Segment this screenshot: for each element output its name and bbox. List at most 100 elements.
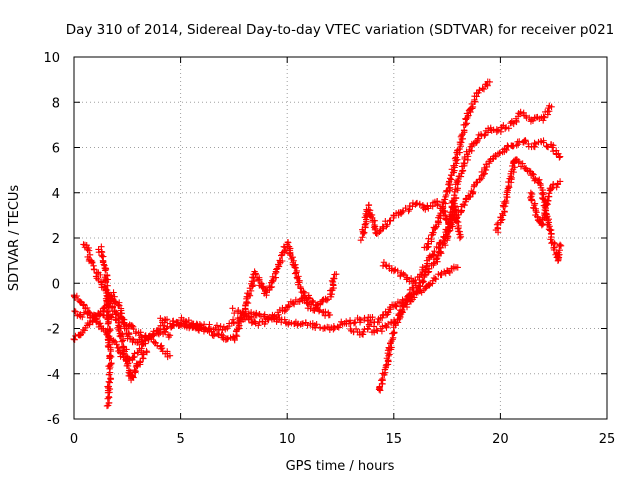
data-marker bbox=[429, 229, 436, 236]
data-marker bbox=[361, 221, 369, 228]
data-marker bbox=[254, 276, 262, 284]
data-marker bbox=[106, 353, 114, 361]
data-marker bbox=[85, 247, 93, 254]
data-marker bbox=[461, 201, 468, 209]
data-marker bbox=[107, 375, 114, 382]
x-tick-label: 25 bbox=[599, 432, 616, 447]
data-marker bbox=[430, 260, 437, 267]
data-marker bbox=[424, 260, 431, 267]
data-marker bbox=[129, 373, 137, 380]
data-marker bbox=[385, 358, 392, 365]
data-marker bbox=[367, 319, 375, 327]
data-marker bbox=[432, 275, 439, 283]
data-marker bbox=[481, 132, 488, 139]
y-tick-label: 4 bbox=[52, 187, 60, 202]
data-marker bbox=[505, 125, 513, 132]
data-marker bbox=[84, 310, 91, 318]
data-marker bbox=[379, 262, 387, 269]
x-tick-label: 0 bbox=[70, 432, 78, 447]
data-marker bbox=[285, 301, 292, 309]
data-marker bbox=[278, 252, 285, 259]
data-marker bbox=[72, 332, 79, 340]
y-tick-label: 8 bbox=[52, 96, 60, 111]
data-marker bbox=[547, 186, 555, 193]
data-marker bbox=[249, 281, 257, 289]
data-marker bbox=[440, 240, 448, 247]
data-marker bbox=[346, 317, 354, 324]
data-marker bbox=[522, 137, 529, 145]
data-marker bbox=[288, 319, 295, 327]
data-marker bbox=[272, 274, 280, 281]
chart-title: Day 310 of 2014, Sidereal Day-to-day VTE… bbox=[66, 22, 615, 38]
data-marker bbox=[556, 241, 564, 248]
data-marker bbox=[197, 323, 205, 331]
data-marker bbox=[459, 167, 467, 174]
data-marker bbox=[398, 307, 406, 315]
data-marker bbox=[80, 302, 88, 309]
data-marker bbox=[275, 311, 282, 319]
data-marker bbox=[71, 336, 78, 343]
data-marker bbox=[93, 315, 101, 323]
data-marker bbox=[105, 319, 112, 327]
data-marker bbox=[405, 207, 412, 215]
data-marker bbox=[99, 305, 107, 312]
data-marker bbox=[255, 322, 262, 329]
data-marker bbox=[330, 326, 337, 333]
data-marker bbox=[393, 303, 400, 310]
data-marker bbox=[361, 314, 368, 322]
data-marker bbox=[229, 316, 237, 323]
data-marker bbox=[444, 232, 451, 240]
data-marker bbox=[540, 139, 547, 146]
data-marker bbox=[451, 155, 459, 162]
data-marker bbox=[455, 228, 462, 235]
data-marker bbox=[97, 320, 104, 327]
data-marker bbox=[159, 322, 167, 329]
data-marker bbox=[310, 298, 317, 306]
data-marker bbox=[272, 268, 280, 275]
data-marker bbox=[441, 196, 448, 203]
data-marker bbox=[460, 159, 467, 167]
data-marker bbox=[275, 261, 282, 268]
data-marker bbox=[124, 362, 132, 370]
data-marker bbox=[530, 171, 537, 178]
y-tick-labels: -6 -4 -2 0 2 4 6 8 10 bbox=[43, 51, 60, 428]
data-marker bbox=[480, 85, 488, 93]
data-marker bbox=[504, 187, 511, 194]
data-marker bbox=[473, 139, 480, 146]
series-track-n bbox=[379, 259, 419, 287]
data-marker bbox=[131, 350, 138, 357]
data-marker bbox=[104, 402, 112, 409]
data-marker bbox=[364, 317, 371, 325]
data-marker bbox=[406, 206, 413, 213]
data-marker bbox=[102, 267, 109, 274]
data-marker bbox=[130, 354, 137, 361]
data-marker bbox=[225, 322, 233, 330]
series-track-h bbox=[229, 271, 340, 329]
y-axis-title: SDTVAR / TECUs bbox=[7, 185, 22, 292]
data-marker bbox=[290, 300, 298, 308]
x-tick-labels: 0 5 10 15 20 25 bbox=[70, 432, 615, 447]
data-marker bbox=[502, 124, 510, 131]
data-marker bbox=[297, 285, 304, 292]
x-tick-label: 15 bbox=[386, 432, 403, 447]
data-marker bbox=[248, 274, 256, 281]
data-marker bbox=[105, 371, 113, 378]
data-marker bbox=[549, 184, 556, 192]
data-marker bbox=[106, 379, 113, 386]
data-marker bbox=[548, 103, 555, 110]
data-marker bbox=[357, 236, 365, 244]
data-marker bbox=[398, 208, 406, 216]
data-marker bbox=[463, 120, 471, 127]
data-marker bbox=[376, 228, 383, 235]
data-marker bbox=[545, 190, 553, 197]
data-marker bbox=[77, 298, 84, 305]
data-marker bbox=[93, 313, 100, 320]
data-marker bbox=[444, 233, 452, 241]
data-marker bbox=[139, 355, 147, 362]
data-marker bbox=[118, 338, 126, 345]
data-marker bbox=[531, 200, 539, 207]
series-track-p bbox=[527, 178, 564, 229]
y-tick-label: 6 bbox=[52, 142, 60, 157]
data-marker bbox=[131, 366, 138, 374]
data-marker bbox=[536, 176, 543, 183]
